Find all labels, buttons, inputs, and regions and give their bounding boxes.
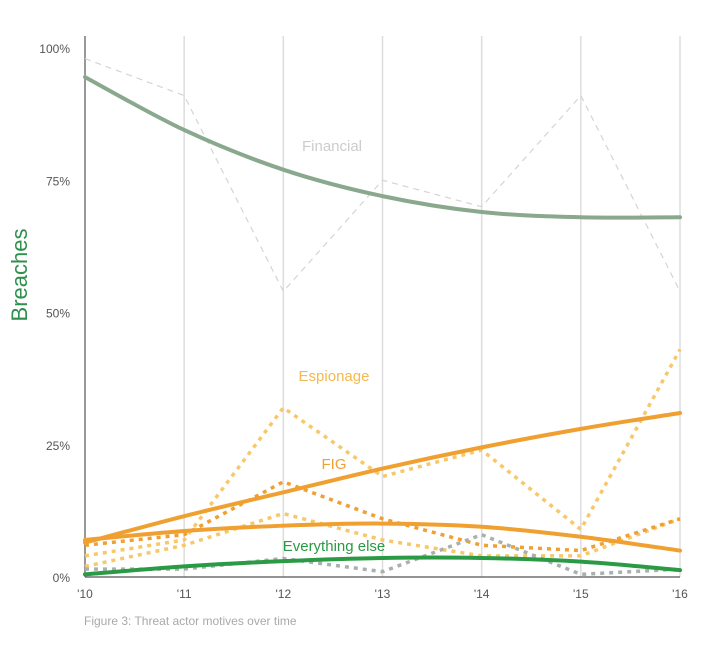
series-line-financial-trend-1 <box>83 75 682 220</box>
annotation-financial: Financial <box>302 138 362 155</box>
x-tick-label: '12 <box>276 587 292 601</box>
series-annotations: Financial Espionage FIG Everything else <box>283 138 386 555</box>
x-tick-label: '15 <box>573 587 589 601</box>
series-line-everything-else-trend-8 <box>83 555 682 577</box>
series-line-espionage-dotted-2 <box>84 348 682 558</box>
y-tick-label: 75% <box>46 174 70 188</box>
series-line-fig-dotted-4 <box>84 480 681 553</box>
y-tick-label: 50% <box>46 307 70 321</box>
y-tick-label: 0% <box>53 571 71 585</box>
y-tick-label: 100% <box>39 42 70 56</box>
y-tick-label: 25% <box>46 439 70 453</box>
series-line-everything-else-dotted-7 <box>85 532 681 577</box>
series-line-financial-dashed-0 <box>84 58 681 292</box>
x-tick-label: '13 <box>375 587 391 601</box>
figure-caption: Figure 3: Threat actor motives over time <box>84 614 297 628</box>
x-tick-label: '14 <box>474 587 490 601</box>
x-tick-label: '16 <box>672 587 688 601</box>
grid-lines <box>183 36 681 577</box>
x-tick-label: '11 <box>177 587 192 601</box>
annotation-espionage: Espionage <box>299 368 370 385</box>
x-tick-label: '10 <box>77 587 93 601</box>
annotation-fig: FIG <box>322 456 347 473</box>
series-line-espionage-dotted-3 <box>84 511 681 569</box>
y-axis-label: Breaches <box>7 229 32 322</box>
annotation-everything-else: Everything else <box>283 538 386 555</box>
series-line-fig-trend-5 <box>83 411 682 545</box>
series-lines <box>83 58 682 577</box>
series-line-espionage-trend-6 <box>83 521 682 553</box>
axes: 0% 25% 50% 75% 100% '10 '11 '12 '13 '14 '15 '16 <box>39 36 688 601</box>
